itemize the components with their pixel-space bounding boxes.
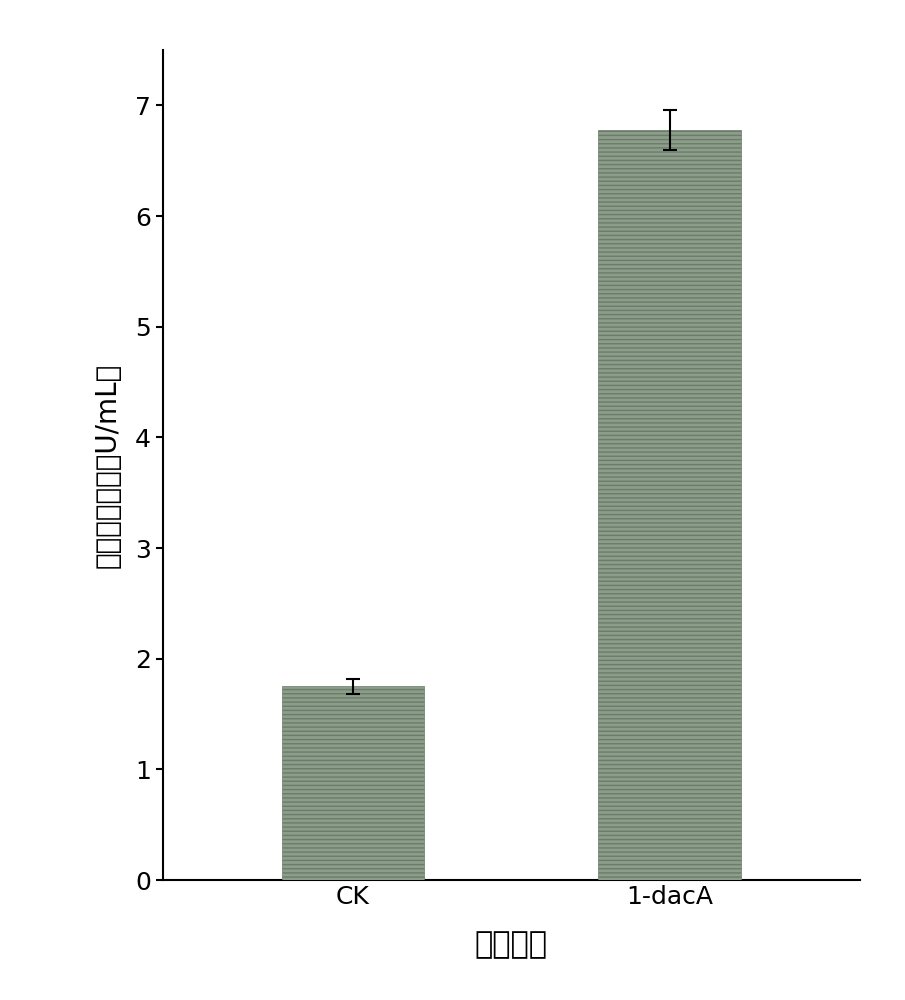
Bar <box>598 130 741 880</box>
Bar <box>281 686 424 880</box>
Y-axis label: 胞外淀粉酶活（U/mL）: 胞外淀粉酶活（U/mL） <box>93 362 121 568</box>
X-axis label: 不同菌株: 不同菌株 <box>475 930 548 959</box>
